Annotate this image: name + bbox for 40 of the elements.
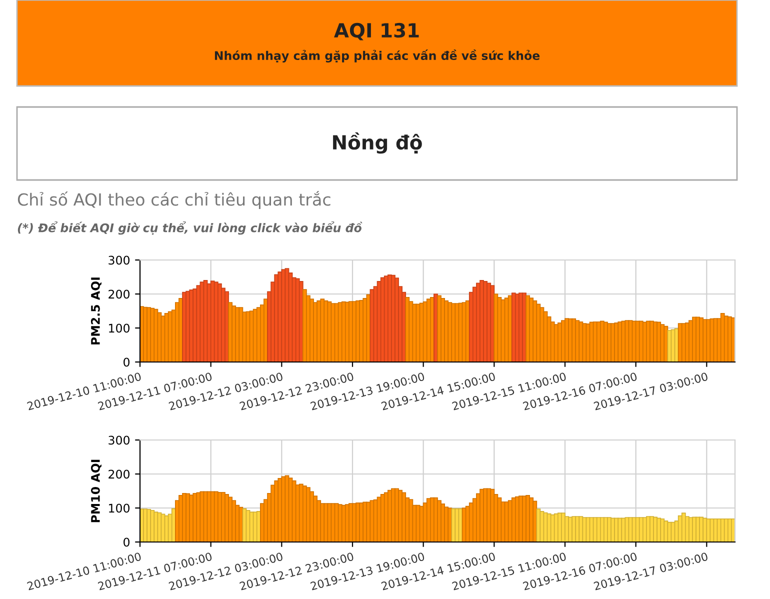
- bar: [618, 321, 622, 362]
- text: (*) Để biết AQI giờ cụ thể, vui lòng click vào biểu đồ: [18, 221, 362, 235]
- y-tick-label: 300: [108, 436, 130, 445]
- bar: [660, 518, 665, 542]
- y-tick-label: 200: [108, 290, 130, 299]
- bar: [278, 478, 282, 542]
- text: Chỉ số AQI theo các chỉ tiêu quan trắc: [18, 190, 330, 210]
- bar: [448, 508, 452, 542]
- bar: [575, 516, 580, 542]
- bar: [532, 300, 538, 362]
- y-tick-label: 300: [108, 256, 130, 265]
- bar: [532, 500, 538, 542]
- y-tick-label: 200: [108, 470, 130, 479]
- bar: [324, 503, 328, 542]
- bar: [324, 300, 328, 362]
- bar: [154, 308, 158, 362]
- bar: [448, 302, 452, 362]
- chart-title: AQI 131: [334, 22, 419, 40]
- y-axis-title: PM2.5 AQI: [90, 278, 102, 344]
- text: Nồng độ: [333, 132, 422, 154]
- y-tick-label: 0: [124, 358, 130, 367]
- y-tick-label: 0: [124, 538, 130, 547]
- bar: [702, 518, 708, 542]
- y-axis-title: PM10 AQI: [90, 460, 102, 522]
- chart-subtitle: Nhóm nhạy cảm gặp phải các vấn đề về sức khỏe: [214, 50, 540, 62]
- bar: [278, 271, 282, 362]
- bar: [575, 320, 580, 362]
- bar: [405, 296, 410, 362]
- y-tick-label: 100: [109, 324, 130, 333]
- bar: [494, 294, 498, 362]
- bar: [238, 506, 244, 542]
- bar: [362, 502, 368, 542]
- bar: [702, 319, 708, 362]
- bar: [192, 492, 198, 542]
- y-tick-label: 100: [109, 504, 130, 513]
- bar: [192, 288, 198, 362]
- bar: [660, 324, 665, 362]
- bar: [154, 512, 158, 542]
- bar: [362, 298, 368, 362]
- bar: [238, 307, 244, 362]
